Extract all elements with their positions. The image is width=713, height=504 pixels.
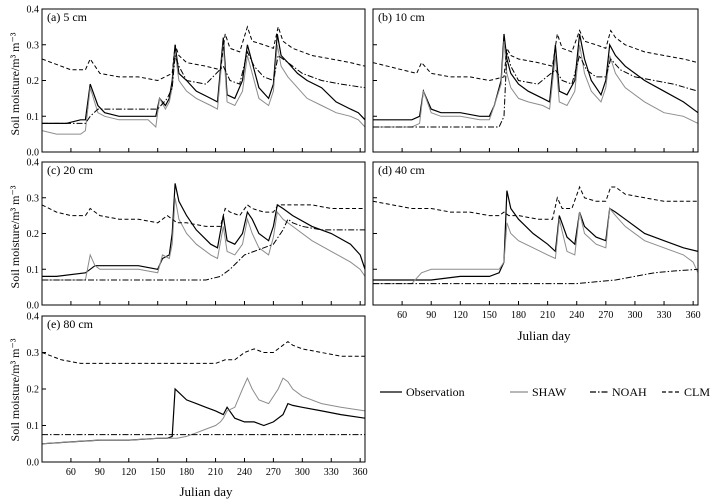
panel-title: (e) 80 cm: [47, 317, 94, 331]
series-line-observation: [373, 190, 698, 281]
panel-title: (a) 5 cm: [47, 10, 88, 24]
x-tick-label: 180: [511, 310, 526, 321]
panel-frame: [41, 8, 366, 153]
x-tick-label: 210: [540, 310, 555, 321]
y-axis-label-middle: Soil moisture/m³ m⁻³: [8, 185, 22, 288]
y-tick-label: 0.3: [27, 348, 40, 359]
y-tick-label: 0.1: [27, 421, 40, 432]
series-line-observation: [42, 33, 365, 124]
x-axis-label-right: Julian day: [517, 328, 571, 343]
series-line-shaw: [373, 207, 698, 285]
series-line-clm: [42, 25, 365, 82]
x-tick-label: 330: [324, 467, 339, 478]
panel-2: 0.0 0.1 0.2 0.3 0.4 (c) 20 cm: [27, 158, 366, 312]
panel-title: (d) 40 cm: [378, 163, 425, 177]
y-tick-label: 0.2: [27, 229, 40, 240]
x-tick-label: 180: [179, 467, 194, 478]
x-tick-label: 240: [569, 310, 584, 321]
legend-label-shaw: SHAW: [532, 385, 567, 399]
y-tick-label: 0.3: [27, 193, 40, 204]
series-line-shaw: [42, 376, 365, 445]
y-tick-label: 0.4: [27, 5, 40, 16]
x-tick-label: 270: [598, 310, 613, 321]
x-tick-label: 60: [66, 467, 76, 478]
series-line-clm: [373, 185, 698, 220]
x-tick-label: 210: [208, 467, 223, 478]
panel-0: 0.0 0.1 0.2 0.3 0.4 (a) 5 cm: [27, 5, 366, 159]
legend-label-noah: NOAH: [612, 385, 647, 399]
y-tick-label: 0.4: [27, 158, 40, 169]
panel-title: (c) 20 cm: [47, 163, 94, 177]
series-line-observation: [42, 183, 365, 277]
x-tick-label: 120: [121, 467, 136, 478]
x-tick-label: 150: [482, 310, 497, 321]
y-tick-label: 0.1: [27, 112, 40, 123]
series-line-noah: [373, 268, 698, 285]
y-tick-label: 0.4: [27, 312, 40, 323]
series-line-clm: [373, 29, 698, 82]
panel-3: 60 90 120 150 180 210 240 270 300 330 360 (d) 40 cm: [372, 161, 701, 321]
x-tick-label: 150: [150, 467, 165, 478]
x-tick-label: 360: [353, 467, 368, 478]
y-tick-label: 0.0: [27, 301, 40, 312]
panel-title: (b) 10 cm: [378, 10, 425, 24]
x-tick-label: 300: [627, 310, 642, 321]
series-line-observation: [373, 33, 698, 121]
y-tick-label: 0.1: [27, 265, 40, 276]
y-tick-label: 0.3: [27, 40, 40, 51]
series-line-noah: [42, 50, 365, 124]
series-line-shaw: [373, 41, 698, 128]
series-line-clm: [42, 340, 365, 364]
y-tick-label: 0.2: [27, 76, 40, 87]
x-axis-label-bottom: Julian day: [179, 484, 233, 499]
series-line-shaw: [42, 197, 365, 281]
panel-frame: [372, 8, 699, 153]
series-line-observation: [42, 387, 365, 445]
legend-label-observation: Observation: [406, 385, 465, 399]
legend-label-clm: CLM: [684, 385, 710, 399]
x-tick-label: 90: [95, 467, 105, 478]
x-tick-label: 360: [686, 310, 701, 321]
chart-panels: 0.00.10.20.30.4 (a) 5 cm (b) 10 cm0.00.10.…: [27, 5, 701, 479]
y-tick-label: 0.0: [27, 148, 40, 159]
x-tick-label: 240: [237, 467, 252, 478]
legend: Observation SHAW NOAH CLM: [380, 385, 710, 399]
y-tick-label: 0.0: [27, 458, 40, 469]
x-tick-label: 90: [426, 310, 436, 321]
y-tick-label: 0.2: [27, 385, 40, 396]
panel-frame: [41, 161, 366, 306]
y-axis-label-bottom: Soil moisture/m³ m⁻³: [8, 338, 22, 441]
series-line-noah: [42, 218, 365, 281]
x-tick-label: 330: [657, 310, 672, 321]
series-line-shaw: [42, 44, 365, 135]
y-axis-label-top: Soil moisture/m³ m⁻³: [8, 32, 22, 135]
series-line-noah: [373, 51, 698, 128]
x-tick-label: 120: [453, 310, 468, 321]
x-tick-label: 60: [397, 310, 407, 321]
series-line-clm: [42, 204, 365, 227]
panel-4: 60 90 120 150 180 210 240 270 300 330 360 0.0 0.1 0.2…: [27, 312, 368, 479]
panel-1: (b) 10 cm: [372, 8, 699, 153]
x-tick-label: 270: [266, 467, 281, 478]
x-tick-label: 300: [295, 467, 310, 478]
